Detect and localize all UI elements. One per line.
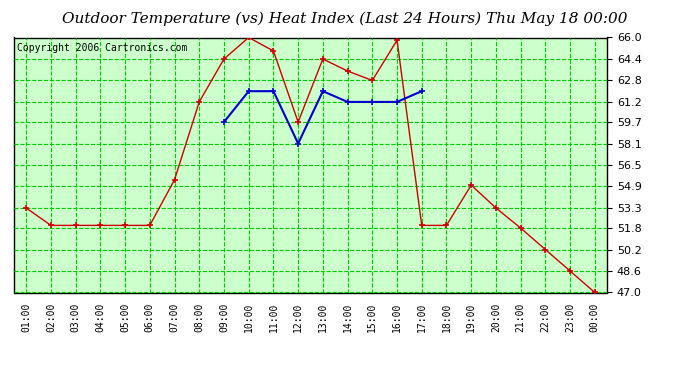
Text: Outdoor Temperature (vs) Heat Index (Last 24 Hours) Thu May 18 00:00: Outdoor Temperature (vs) Heat Index (Las… <box>62 11 628 26</box>
Text: Copyright 2006 Cartronics.com: Copyright 2006 Cartronics.com <box>17 43 187 52</box>
